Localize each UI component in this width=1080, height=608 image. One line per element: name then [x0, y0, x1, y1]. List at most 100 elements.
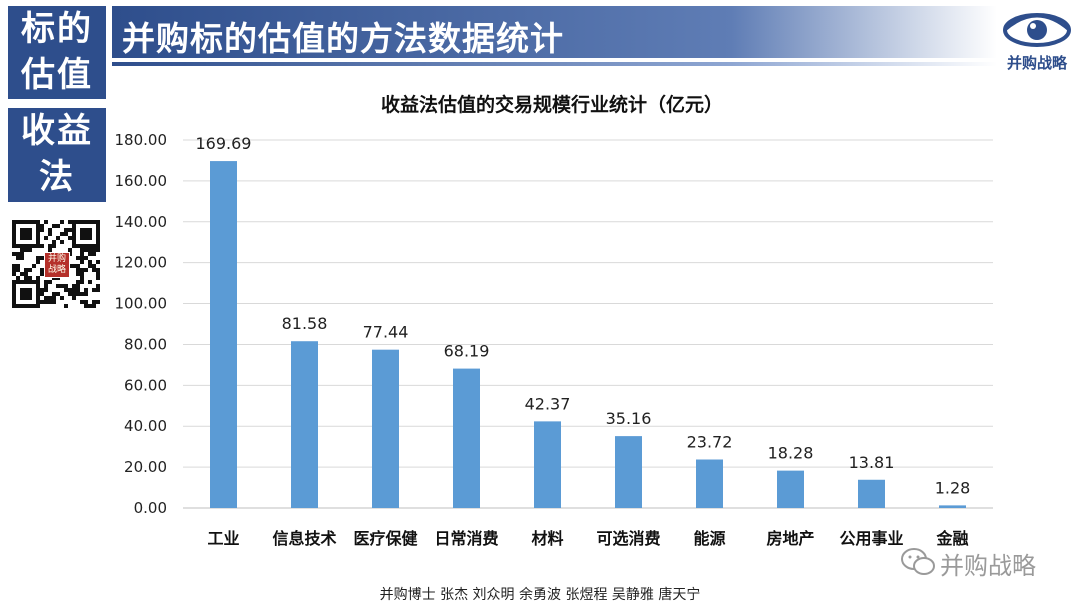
qr-module [92, 248, 96, 252]
qr-module [28, 232, 32, 236]
qr-module [48, 228, 52, 232]
qr-module [36, 240, 40, 244]
qr-module [32, 264, 36, 268]
qr-module [64, 288, 68, 292]
qr-module [88, 248, 92, 252]
qr-module [76, 244, 80, 248]
data-label: 18.28 [768, 444, 814, 463]
qr-module [24, 296, 28, 300]
qr-module [16, 276, 20, 280]
qr-module [80, 280, 84, 284]
qr-module [72, 292, 76, 296]
qr-module [40, 300, 44, 304]
qr-module [48, 280, 52, 284]
qr-module [64, 228, 68, 232]
qr-overlay-badge: 并购战略 [44, 252, 70, 278]
qr-module [96, 260, 100, 264]
qr-module [40, 272, 44, 276]
side-label-method-text: 收益 法 [21, 111, 93, 197]
qr-module [76, 220, 80, 224]
qr-module [24, 268, 28, 272]
qr-module [76, 288, 80, 292]
brand-logo: 并购战略 [998, 6, 1076, 72]
qr-module [80, 272, 84, 276]
qr-module [12, 296, 16, 300]
qr-module [12, 304, 16, 308]
y-tick-label: 60.00 [124, 376, 167, 394]
chart-title: 收益法估值的交易规模行业统计（亿元） [380, 94, 723, 116]
qr-module [56, 224, 60, 228]
qr-module [84, 304, 88, 308]
qr-module [56, 292, 60, 296]
qr-module [36, 284, 40, 288]
qr-module [24, 292, 28, 296]
qr-module [96, 220, 100, 224]
qr-module [12, 272, 16, 276]
qr-module [12, 224, 16, 228]
qr-module [44, 296, 48, 300]
qr-module [40, 224, 44, 228]
qr-module [84, 256, 88, 260]
qr-module [12, 240, 16, 244]
qr-module [64, 284, 68, 288]
qr-module [96, 244, 100, 248]
qr-module [16, 264, 20, 268]
qr-module [84, 292, 88, 296]
qr-module [96, 276, 100, 280]
qr-module [44, 288, 48, 292]
qr-module [44, 220, 48, 224]
qr-module [84, 300, 88, 304]
qr-module [96, 228, 100, 232]
qr-module [44, 280, 48, 284]
qr-module [92, 252, 96, 256]
qr-module [72, 296, 76, 300]
qr-module [24, 232, 28, 236]
qr-module [20, 256, 24, 260]
qr-module [88, 232, 92, 236]
qr-module [80, 248, 84, 252]
qr-module [36, 232, 40, 236]
qr-module [88, 264, 92, 268]
side-label-top: 标的 估值 [8, 6, 106, 99]
qr-module [40, 288, 44, 292]
bar [372, 349, 399, 508]
qr-module [24, 248, 28, 252]
qr-module [48, 232, 52, 236]
data-label: 68.19 [444, 342, 490, 361]
qr-module [76, 284, 80, 288]
qr-module [20, 232, 24, 236]
qr-code: 并购战略 [12, 220, 100, 308]
qr-module [28, 280, 32, 284]
x-category-label: 医疗保健 [353, 529, 417, 548]
x-category-label: 金融 [935, 529, 968, 548]
qr-module [12, 220, 16, 224]
qr-module [36, 260, 40, 264]
qr-overlay-text: 并购战略 [47, 254, 66, 275]
qr-module [32, 244, 36, 248]
wechat-watermark: 并购战略 [900, 541, 1060, 581]
qr-module [72, 240, 76, 244]
qr-module [84, 248, 88, 252]
qr-module [20, 236, 24, 240]
qr-module [44, 284, 48, 288]
qr-module [36, 236, 40, 240]
qr-module [84, 228, 88, 232]
qr-module [68, 248, 72, 252]
qr-module [32, 304, 36, 308]
qr-module [80, 268, 84, 272]
qr-module [52, 276, 56, 280]
qr-module [24, 228, 28, 232]
y-tick-label: 120.00 [115, 254, 168, 272]
qr-module [28, 296, 32, 300]
data-label: 13.81 [849, 453, 895, 472]
qr-module [24, 288, 28, 292]
qr-module [24, 220, 28, 224]
qr-module [80, 232, 84, 236]
qr-module [96, 240, 100, 244]
eye-icon [1003, 13, 1071, 47]
x-category-label: 公用事业 [839, 529, 903, 548]
qr-module [16, 304, 20, 308]
data-label: 35.16 [606, 409, 652, 428]
qr-module [80, 236, 84, 240]
qr-module [96, 248, 100, 252]
